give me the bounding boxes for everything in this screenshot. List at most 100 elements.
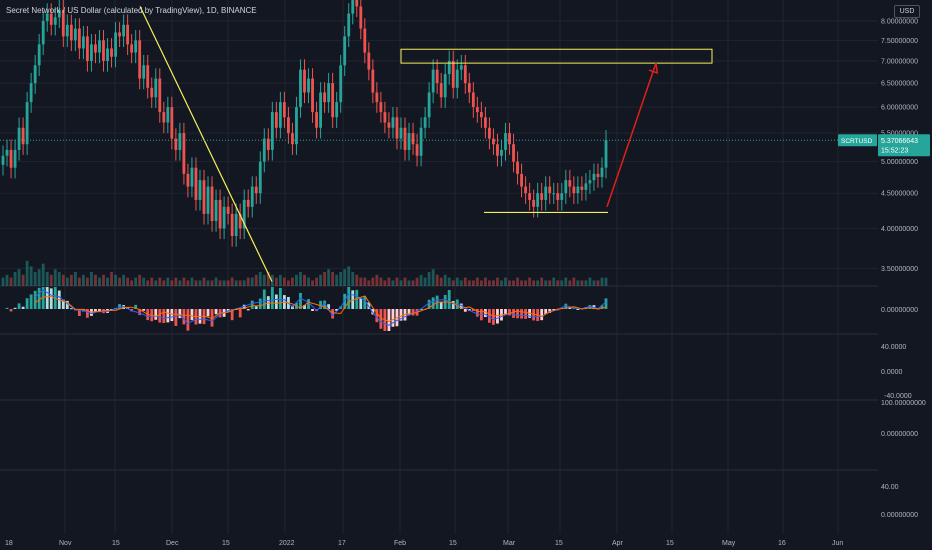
candle-body-27 (110, 48, 113, 57)
price-tick-6: 5.00000000 (881, 159, 918, 166)
volume-bar-71 (287, 280, 290, 286)
candle-body-117 (471, 92, 475, 108)
axis-background (878, 0, 932, 540)
volume-bar-19 (77, 277, 81, 286)
volume-bar-22 (90, 272, 93, 286)
macd-hist-41 (166, 309, 170, 323)
pane3-tick-0: 100.00000000 (881, 400, 926, 407)
target-arrow-head (648, 62, 659, 74)
candle-body-129 (520, 173, 523, 187)
candles (1, 0, 608, 247)
volume-bar-69 (278, 274, 282, 286)
candle-body-1 (5, 149, 9, 156)
time-axis[interactable]: 18 Nov 15 Dec 15 2022 17 Feb 15 Mar 15 Apr 15 May 16 Ju… (0, 534, 932, 550)
volume-bar-119 (479, 280, 483, 286)
time-tick-10: 15 (555, 540, 563, 547)
candle-body-81 (327, 83, 331, 103)
candle-body-46 (186, 173, 190, 187)
volume-bar-130 (524, 280, 528, 286)
candle-body-29 (118, 32, 121, 37)
volume-bar-32 (130, 280, 134, 286)
candle-body-44 (178, 133, 182, 150)
candle-body-42 (170, 107, 174, 139)
candle-body-118 (475, 107, 479, 113)
volume-bar-36 (146, 280, 150, 286)
candle-body-89 (359, 6, 363, 29)
candle-body-18 (73, 28, 77, 41)
macd-hist-97 (391, 309, 395, 327)
macd-hist-143 (576, 309, 580, 310)
time-tick-1: Nov (59, 540, 72, 547)
volume-bar-9 (37, 269, 41, 286)
volume-bar-33 (134, 277, 138, 286)
candle-body-83 (335, 102, 339, 118)
macd-hist-121 (488, 309, 491, 323)
volume-bar-83 (335, 274, 339, 286)
candle-body-30 (122, 24, 126, 37)
candle-body-37 (150, 87, 154, 98)
macd-hist-102 (411, 309, 415, 316)
annotations[interactable] (139, 6, 713, 282)
volume-bar-56 (226, 280, 230, 286)
volume-bar-115 (463, 277, 467, 286)
volume-bar-21 (86, 277, 89, 286)
volume-bar-103 (415, 277, 419, 286)
macd-hist-76 (307, 299, 310, 309)
time-tick-8: 15 (449, 540, 457, 547)
macd-hist-62 (250, 300, 254, 309)
candle-body-45 (182, 133, 186, 174)
candle-body-143 (576, 186, 580, 194)
macd-hist-135 (544, 309, 548, 315)
candle-body-20 (81, 36, 85, 49)
macd-hist-83 (335, 309, 339, 311)
macd-hist-90 (363, 296, 367, 309)
macd-hist-47 (190, 309, 194, 321)
macd-hist-15 (61, 299, 65, 309)
price-axis[interactable]: 8.00000000 7.50000000 7.00000000 6.50000000… (878, 0, 932, 540)
candle-body-47 (190, 167, 194, 187)
volume-bar-10 (41, 263, 45, 286)
candle-body-65 (262, 138, 266, 162)
macd-hist-132 (532, 309, 536, 321)
macd-hist-63 (254, 306, 258, 309)
macd-hist-99 (399, 309, 403, 321)
time-tick-5: 2022 (279, 540, 295, 547)
macd-hist-86 (347, 287, 351, 309)
volume-bar-76 (307, 277, 310, 286)
candle-body-22 (90, 44, 93, 61)
currency-button[interactable]: USD (894, 5, 920, 18)
macd-hist-140 (564, 303, 568, 309)
volume-bar-55 (222, 280, 226, 286)
candle-body-10 (41, 21, 45, 45)
price-tick-7: 4.50000000 (881, 191, 918, 198)
price-tick-3: 6.50000000 (881, 81, 918, 88)
candle-body-16 (65, 24, 69, 37)
volume-bar-8 (33, 272, 37, 286)
candle-body-84 (339, 65, 343, 103)
volume-bar-43 (174, 277, 178, 286)
downtrend-line (139, 6, 273, 282)
candle-body-2 (9, 149, 13, 168)
volume-bar-23 (94, 274, 97, 286)
candle-body-33 (134, 40, 138, 53)
volume-bar-112 (451, 280, 455, 286)
volume-bar-66 (266, 272, 270, 286)
price-tick-9: 3.50000000 (881, 266, 918, 273)
volume-bar-91 (367, 280, 371, 286)
candle-body-55 (222, 206, 226, 229)
time-tick-15: Jun (832, 540, 843, 547)
volume-bar-28 (114, 274, 117, 286)
macd-hist-64 (258, 298, 262, 309)
macd-line (34, 289, 607, 326)
volume-bar-13 (53, 269, 57, 286)
candle-body-107 (431, 69, 435, 93)
macd-hist-136 (548, 309, 552, 313)
volume-bar-123 (496, 277, 499, 286)
macd-hist-59 (238, 309, 242, 318)
volume-bar-39 (158, 277, 162, 286)
macd-hist-26 (106, 309, 109, 313)
candle-body-78 (315, 112, 318, 128)
volume-bar-135 (544, 280, 548, 286)
volume-bar-117 (471, 280, 475, 286)
